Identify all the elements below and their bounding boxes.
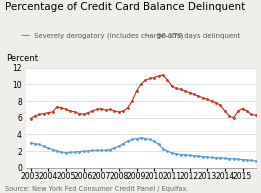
- Text: —: —: [144, 31, 152, 40]
- Text: Percent: Percent: [7, 53, 39, 63]
- Text: Percentage of Credit Card Balance Delinquent: Percentage of Credit Card Balance Delinq…: [5, 2, 245, 12]
- Text: 90-179 days delinquent: 90-179 days delinquent: [157, 33, 240, 39]
- Text: —: —: [21, 31, 30, 40]
- Text: Source: New York Fed Consumer Credit Panel / Equifax.: Source: New York Fed Consumer Credit Pan…: [5, 186, 189, 192]
- Text: Severely derogatory (includes charge-offs): Severely derogatory (includes charge-off…: [34, 32, 183, 39]
